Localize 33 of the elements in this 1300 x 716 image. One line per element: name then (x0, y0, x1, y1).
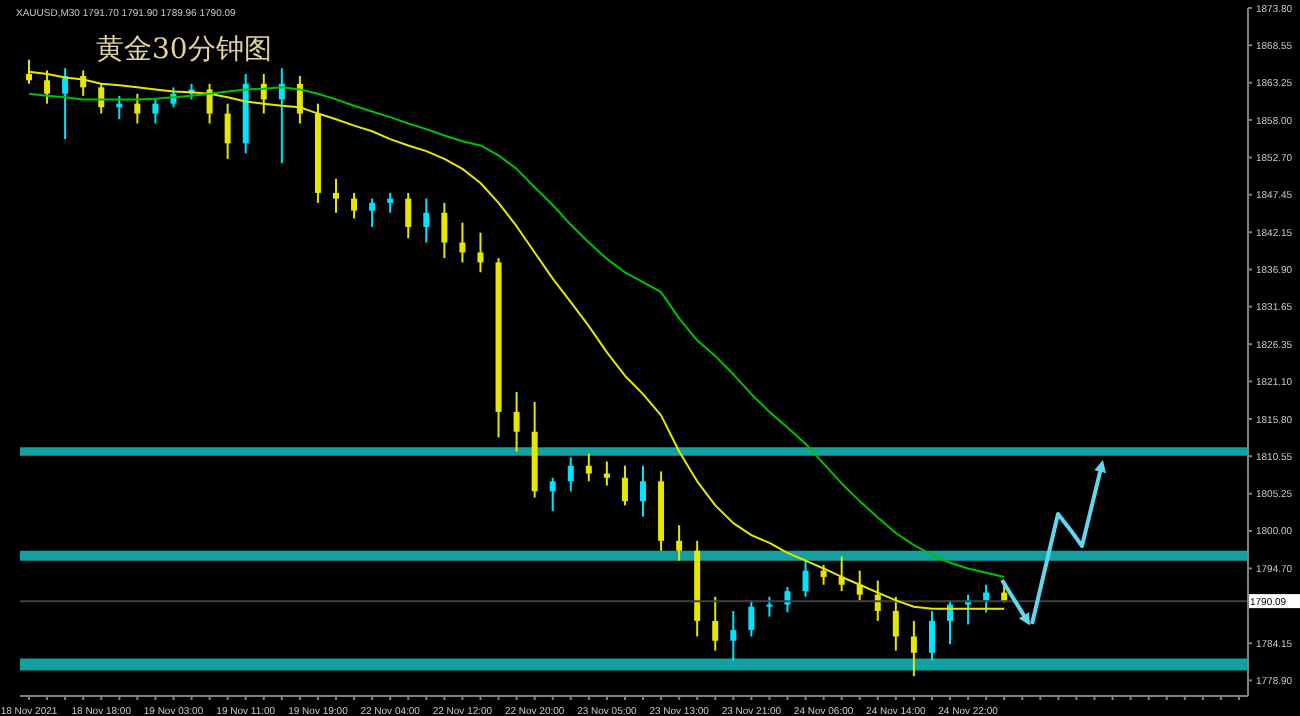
candlestick (513, 391, 520, 453)
candlestick (441, 201, 448, 260)
candlestick (621, 464, 628, 507)
candlestick (712, 595, 719, 652)
candlestick (640, 464, 646, 518)
candlestick (405, 191, 412, 240)
candlestick (910, 619, 917, 678)
candlestick (856, 569, 863, 602)
candlestick (676, 524, 683, 562)
candlestick (585, 452, 592, 483)
candlestick (333, 177, 339, 214)
candlestick (820, 563, 827, 586)
candlestick (928, 609, 935, 662)
candlestick (423, 197, 430, 244)
candlestick (748, 599, 755, 638)
candlestick (134, 92, 141, 125)
text: 黄金30分钟图 (96, 32, 272, 68)
candlestick (603, 460, 610, 487)
candlestick (152, 98, 159, 125)
candlestick (802, 559, 809, 598)
candlestick (730, 609, 737, 662)
candlestick (224, 102, 231, 160)
candlestick (567, 456, 574, 493)
candlestick (766, 595, 773, 618)
candlestick (369, 197, 376, 228)
candlestick (351, 191, 358, 220)
candlestick (459, 221, 466, 264)
candlestick (549, 476, 556, 513)
candlestick (387, 191, 394, 214)
candlestick (206, 82, 213, 125)
candlestick (62, 67, 69, 141)
candlestick (477, 231, 484, 274)
candlestick (98, 82, 105, 115)
